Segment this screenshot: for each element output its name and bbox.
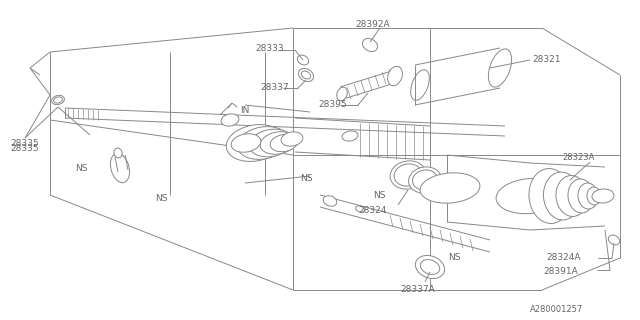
- Text: NS: NS: [448, 253, 461, 262]
- Text: 28324A: 28324A: [546, 252, 580, 261]
- Ellipse shape: [337, 87, 348, 101]
- Text: NS: NS: [373, 190, 385, 199]
- Ellipse shape: [298, 68, 314, 82]
- Ellipse shape: [556, 176, 588, 216]
- Text: 28335: 28335: [10, 143, 38, 153]
- Text: 28337A: 28337A: [400, 285, 435, 294]
- Text: NS: NS: [75, 164, 88, 172]
- Ellipse shape: [270, 134, 298, 152]
- Ellipse shape: [411, 70, 429, 100]
- Ellipse shape: [227, 124, 284, 161]
- Ellipse shape: [587, 187, 601, 205]
- Ellipse shape: [592, 189, 614, 203]
- Ellipse shape: [496, 178, 564, 214]
- Ellipse shape: [54, 97, 63, 103]
- Text: 28323A: 28323A: [562, 153, 595, 162]
- Ellipse shape: [221, 114, 239, 126]
- Text: IN: IN: [240, 106, 250, 115]
- Text: NS: NS: [155, 194, 168, 203]
- Ellipse shape: [111, 153, 129, 183]
- Ellipse shape: [568, 179, 594, 213]
- Ellipse shape: [408, 167, 442, 193]
- Ellipse shape: [231, 134, 261, 152]
- Ellipse shape: [260, 132, 296, 154]
- Ellipse shape: [298, 55, 308, 65]
- Ellipse shape: [114, 148, 122, 158]
- Ellipse shape: [413, 170, 437, 190]
- Ellipse shape: [543, 172, 580, 220]
- Text: 28395: 28395: [318, 100, 347, 108]
- Ellipse shape: [420, 173, 480, 203]
- Ellipse shape: [529, 169, 571, 223]
- Ellipse shape: [578, 183, 598, 209]
- Ellipse shape: [415, 255, 445, 278]
- Ellipse shape: [323, 196, 337, 206]
- Ellipse shape: [362, 38, 378, 52]
- Text: 28391A: 28391A: [543, 267, 578, 276]
- Text: 28333: 28333: [255, 44, 284, 52]
- Ellipse shape: [281, 132, 303, 146]
- Ellipse shape: [342, 131, 358, 141]
- Text: 28337: 28337: [260, 83, 289, 92]
- Ellipse shape: [249, 129, 292, 157]
- Ellipse shape: [394, 164, 422, 186]
- Ellipse shape: [420, 260, 440, 275]
- Ellipse shape: [488, 49, 511, 87]
- Text: 28324: 28324: [358, 205, 387, 214]
- Text: A280001257: A280001257: [530, 306, 583, 315]
- Ellipse shape: [390, 161, 426, 189]
- Text: 28321: 28321: [532, 54, 561, 63]
- Ellipse shape: [356, 206, 364, 212]
- Ellipse shape: [237, 127, 289, 159]
- Text: NS: NS: [300, 173, 312, 182]
- Ellipse shape: [301, 71, 310, 79]
- Ellipse shape: [609, 235, 620, 245]
- Ellipse shape: [388, 66, 403, 86]
- Text: 28392A: 28392A: [355, 20, 390, 28]
- Text: 28335: 28335: [10, 139, 38, 148]
